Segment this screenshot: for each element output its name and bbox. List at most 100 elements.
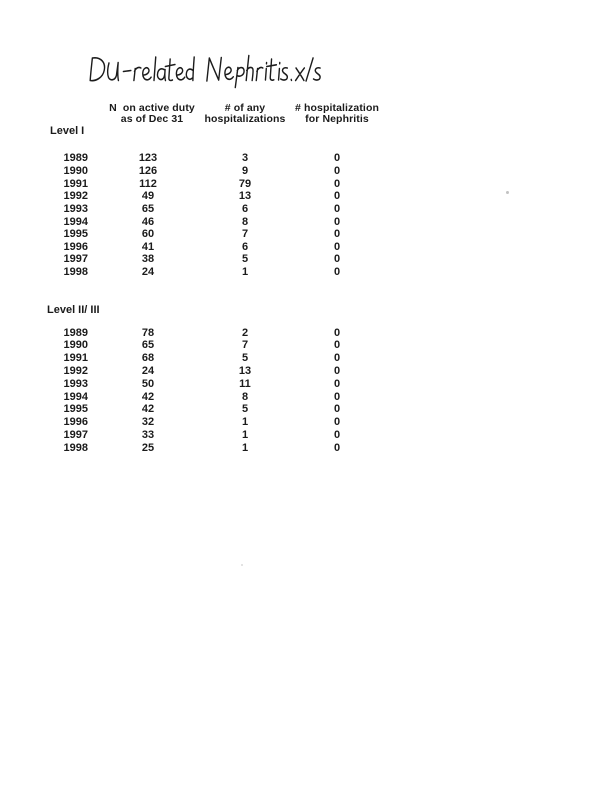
- table-row: 1991 112 79 0: [0, 177, 420, 192]
- cell-active-duty-count: 50: [141, 377, 155, 390]
- cell-any-hospitalizations: 1: [241, 428, 249, 441]
- cell-any-hospitalizations: 8: [241, 215, 249, 228]
- cell-year: 1990: [63, 164, 88, 177]
- cell-active-duty-count: 42: [141, 403, 155, 416]
- column-header-nephritis-hospitalization: # hospitalization for Nephritis: [295, 102, 379, 125]
- cell-any-hospitalizations: 6: [241, 240, 249, 253]
- cell-year: 1995: [63, 228, 88, 241]
- cell-any-hospitalizations: 13: [238, 190, 252, 203]
- cell-year: 1996: [63, 416, 88, 429]
- table-row: 1996 32 1 0: [0, 417, 420, 430]
- cell-nephritis-hospitalizations: 0: [333, 177, 341, 190]
- table-row: 1992 49 13 0: [0, 191, 420, 204]
- cell-year: 1994: [63, 215, 88, 228]
- cell-year: 1989: [63, 326, 88, 339]
- cell-nephritis-hospitalizations: 0: [333, 428, 341, 441]
- cell-nephritis-hospitalizations: 0: [333, 190, 341, 203]
- table-section-level-2-3-rows: 1989 78 2 0 1990 65 7 0 1991 68 5 0 1992 24 13 0 1993 50 1…: [0, 326, 420, 456]
- scan-artifact-speck: [241, 564, 243, 566]
- cell-active-duty-count: 38: [141, 253, 155, 266]
- column-header-any-hospitalizations: # of any hospitalizations: [204, 102, 286, 125]
- cell-nephritis-hospitalizations: 0: [333, 416, 341, 429]
- cell-any-hospitalizations: 9: [241, 164, 249, 177]
- table-row: 1997 38 5 0: [0, 254, 420, 267]
- cell-nephritis-hospitalizations: 0: [333, 339, 341, 352]
- cell-nephritis-hospitalizations: 0: [333, 326, 341, 339]
- cell-year: 1998: [63, 266, 88, 279]
- table-row: 1994 42 8 0: [0, 390, 420, 405]
- table-row: 1993 65 6 0: [0, 202, 420, 217]
- cell-any-hospitalizations: 6: [241, 202, 249, 215]
- cell-active-duty-count: 112: [139, 177, 157, 190]
- table-row: 1990 126 9 0: [0, 164, 420, 179]
- cell-nephritis-hospitalizations: 0: [333, 164, 341, 177]
- cell-active-duty-count: 78: [141, 326, 155, 339]
- table-row: 1996 41 6 0: [0, 240, 420, 255]
- table-row: 1995 60 7 0: [0, 229, 420, 242]
- table-row: 1992 24 13 0: [0, 364, 420, 379]
- handwritten-title: [89, 54, 321, 89]
- cell-active-duty-count: 25: [141, 441, 155, 454]
- column-header-n-active-duty: N on active duty as of Dec 31: [109, 102, 195, 125]
- cell-year: 1991: [63, 352, 88, 365]
- handwriting-stroke: [206, 54, 321, 89]
- table-row: 1993 50 11 0: [0, 377, 420, 392]
- cell-any-hospitalizations: 3: [241, 152, 249, 165]
- cell-nephritis-hospitalizations: 0: [333, 441, 341, 454]
- cell-nephritis-hospitalizations: 0: [333, 352, 341, 365]
- table-row: 1989 123 3 0: [0, 153, 420, 166]
- cell-nephritis-hospitalizations: 0: [333, 377, 341, 390]
- cell-active-duty-count: 24: [141, 364, 155, 377]
- cell-nephritis-hospitalizations: 0: [333, 403, 341, 416]
- cell-nephritis-hospitalizations: 0: [333, 240, 341, 253]
- cell-active-duty-count: 65: [141, 202, 155, 215]
- cell-year: 1993: [63, 202, 88, 215]
- cell-active-duty-count: 33: [141, 428, 155, 441]
- table-row: 1998 24 1 0: [0, 267, 420, 280]
- cell-any-hospitalizations: 5: [241, 253, 249, 266]
- scan-artifact-speck: [506, 191, 509, 194]
- cell-active-duty-count: 65: [141, 339, 155, 352]
- cell-active-duty-count: 126: [138, 164, 158, 177]
- cell-nephritis-hospitalizations: 0: [333, 202, 341, 215]
- cell-year: 1994: [63, 390, 88, 403]
- cell-any-hospitalizations: 5: [241, 403, 249, 416]
- cell-year: 1992: [63, 364, 88, 377]
- cell-nephritis-hospitalizations: 0: [333, 266, 341, 279]
- cell-active-duty-count: 24: [141, 266, 155, 279]
- cell-any-hospitalizations: 13: [238, 364, 252, 377]
- cell-nephritis-hospitalizations: 0: [333, 253, 341, 266]
- cell-active-duty-count: 68: [141, 352, 155, 365]
- table-row: 1994 46 8 0: [0, 215, 420, 230]
- table-row: 1989 78 2 0: [0, 326, 420, 341]
- cell-year: 1998: [63, 441, 88, 454]
- cell-any-hospitalizations: 7: [241, 339, 249, 352]
- table-section-level-1-rows: 1989 123 3 0 1990 126 9 0 1991 112 79 0 1992 49 13 0 199…: [0, 153, 420, 279]
- cell-year: 1989: [63, 152, 88, 165]
- handwriting-stroke: [89, 56, 195, 82]
- table-row: 1995 42 5 0: [0, 404, 420, 417]
- cell-year: 1997: [63, 428, 88, 441]
- cell-any-hospitalizations: 8: [241, 390, 249, 403]
- cell-any-hospitalizations: 79: [238, 177, 252, 190]
- cell-active-duty-count: 32: [141, 416, 155, 429]
- cell-nephritis-hospitalizations: 0: [333, 228, 341, 241]
- table-row: 1997 33 1 0: [0, 428, 420, 443]
- table-row: 1998 25 1 0: [0, 441, 420, 456]
- cell-active-duty-count: 42: [141, 390, 155, 403]
- cell-active-duty-count: 49: [141, 190, 155, 203]
- cell-year: 1991: [63, 177, 88, 190]
- cell-active-duty-count: 41: [141, 240, 155, 253]
- cell-active-duty-count: 46: [141, 215, 155, 228]
- cell-year: 1992: [63, 190, 88, 203]
- cell-nephritis-hospitalizations: 0: [333, 152, 341, 165]
- section-label-level-2-3: Level II/ III: [47, 304, 100, 316]
- table-row: 1990 65 7 0: [0, 340, 420, 353]
- cell-nephritis-hospitalizations: 0: [333, 215, 341, 228]
- cell-any-hospitalizations: 2: [241, 326, 249, 339]
- table-row: 1991 68 5 0: [0, 353, 420, 366]
- cell-nephritis-hospitalizations: 0: [333, 390, 341, 403]
- cell-year: 1996: [63, 240, 88, 253]
- cell-year: 1995: [63, 403, 88, 416]
- cell-any-hospitalizations: 1: [241, 416, 249, 429]
